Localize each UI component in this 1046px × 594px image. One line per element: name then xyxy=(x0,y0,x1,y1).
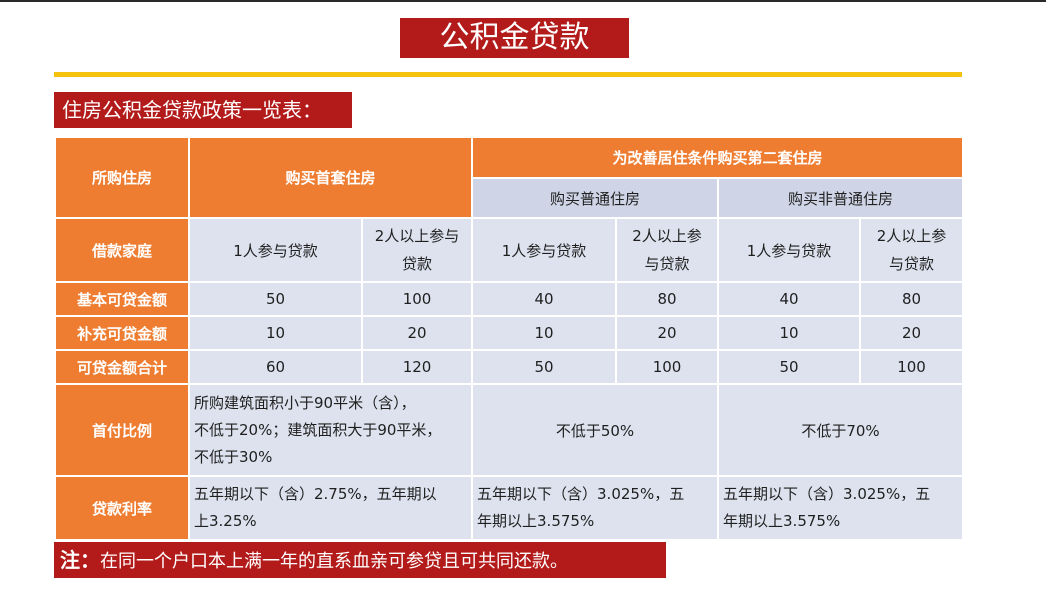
table-cell: 所购建筑面积小于90平米（含）， 不低于20%；建筑面积大于90平米， 不低于30% xyxy=(187,383,474,477)
table-cell: 50 xyxy=(188,281,363,317)
table-cell: 20 xyxy=(859,315,965,351)
row-label-household: 借款家庭 xyxy=(54,217,190,283)
table-cell: 60 xyxy=(188,349,363,385)
footnote: 注：在同一个户口本上满一年的直系血亲可参贷且可共同还款。 xyxy=(54,542,666,578)
table-cell: 不低于50% xyxy=(471,383,720,477)
table-subtitle: 住房公积金贷款政策一览表： xyxy=(54,92,352,128)
table-cell: 2人以上参与贷款 xyxy=(615,217,720,283)
table-row: 补充可贷金额 10 20 10 20 10 20 xyxy=(54,315,965,351)
table-cell: 20 xyxy=(615,315,720,351)
table-cell: 120 xyxy=(360,349,474,385)
table-cell: 五年期以下（含）3.025%，五 年期以上3.575% xyxy=(471,475,720,541)
table-row: 首付比例 所购建筑面积小于90平米（含）， 不低于20%；建筑面积大于90平米，不… xyxy=(54,383,965,477)
header-non-ordinary-home: 购买非普通住房 xyxy=(717,177,965,219)
table-cell: 不低于70% xyxy=(717,383,965,477)
table-cell: 20 xyxy=(360,315,474,351)
table-cell: 1人参与贷款 xyxy=(717,217,862,283)
header-ordinary-home: 购买普通住房 xyxy=(471,177,720,219)
header-second-home: 为改善居住条件购买第二套住房 xyxy=(471,136,965,179)
header-row-1: 所购住房 购买首套住房 为改善居住条件购买第二套住房 xyxy=(54,136,965,219)
title-divider xyxy=(54,72,962,77)
footnote-label: 注： xyxy=(60,548,100,572)
table-cell: 2人以上参与贷款 xyxy=(859,217,965,283)
table-cell: 100 xyxy=(615,349,720,385)
table-cell: 五年期以下（含）3.025%，五 年期以上3.575% xyxy=(717,475,965,541)
table-cell: 80 xyxy=(859,281,965,317)
table-cell: 100 xyxy=(360,281,474,317)
table-row: 可贷金额合计 60 120 50 100 50 100 xyxy=(54,349,965,385)
page-title: 公积金贷款 xyxy=(400,18,629,58)
header-row-2: 购买普通住房 购买非普通住房 xyxy=(55,177,965,219)
table-cell: 五年期以下（含）2.75%，五年期以 上3.25% xyxy=(187,475,474,541)
table-cell: 50 xyxy=(471,349,618,385)
table-row: 借款家庭 1人参与贷款 2人以上参与 贷款 1人参与贷款 2人以上参 与贷款 1人参… xyxy=(54,217,965,283)
table-cell: 10 xyxy=(717,315,862,351)
policy-table: 所购住房 购买首套住房 为改善居住条件购买第二套住房 购买普通住房 购买非普通住… xyxy=(54,136,965,541)
header-purchased-home: 所购住房 xyxy=(54,136,190,219)
table-row: 贷款利率 五年期以下（含）2.75%，五年期以 上3.25% 五年期以下（含）3.… xyxy=(54,475,965,541)
table-cell: 1人参与贷款 xyxy=(471,217,618,283)
row-label-supplement-amount: 补充可贷金额 xyxy=(54,315,190,351)
top-border-line xyxy=(0,0,1046,2)
table-cell: 2人以上参与贷款 xyxy=(360,217,474,283)
table-cell: 10 xyxy=(471,315,618,351)
table-cell: 100 xyxy=(859,349,965,385)
table-cell: 10 xyxy=(188,315,363,351)
footnote-text: 在同一个户口本上满一年的直系血亲可参贷且可共同还款。 xyxy=(100,551,568,572)
row-label-down-payment: 首付比例 xyxy=(54,383,190,477)
table-cell: 40 xyxy=(717,281,862,317)
row-label-basic-amount: 基本可贷金额 xyxy=(54,281,190,317)
header-first-home: 购买首套住房 xyxy=(187,136,474,219)
table-row: 基本可贷金额 50 100 40 80 40 80 xyxy=(54,281,965,317)
table-cell: 50 xyxy=(717,349,862,385)
table-cell: 80 xyxy=(615,281,720,317)
row-label-total-amount: 可贷金额合计 xyxy=(54,349,190,385)
table-cell: 1人参与贷款 xyxy=(188,217,363,283)
table-cell: 40 xyxy=(471,281,618,317)
row-label-loan-rate: 贷款利率 xyxy=(54,475,190,541)
